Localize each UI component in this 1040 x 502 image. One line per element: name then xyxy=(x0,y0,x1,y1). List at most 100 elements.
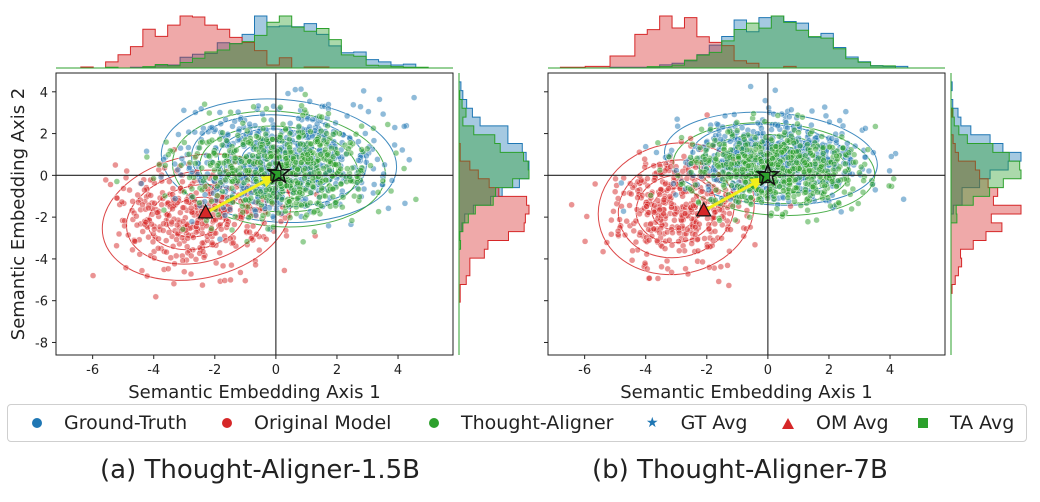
data-point xyxy=(177,162,185,169)
data-point xyxy=(180,107,188,114)
data-point xyxy=(758,138,766,146)
data-point xyxy=(796,152,804,159)
data-point xyxy=(726,210,733,217)
data-point xyxy=(641,155,648,163)
data-point xyxy=(747,201,755,208)
histogram-thought-aligner xyxy=(458,73,530,355)
data-point xyxy=(143,153,151,161)
data-point xyxy=(651,177,658,184)
data-point xyxy=(192,228,200,236)
data-point xyxy=(183,243,191,250)
data-point xyxy=(219,188,226,195)
data-point xyxy=(581,238,589,245)
data-point xyxy=(719,151,727,158)
data-point xyxy=(641,259,649,267)
data-point xyxy=(654,197,662,204)
data-point xyxy=(691,231,699,238)
data-point xyxy=(221,212,229,219)
data-point xyxy=(190,234,197,241)
data-point xyxy=(277,218,285,225)
data-point xyxy=(865,167,873,175)
data-point xyxy=(818,133,826,140)
data-point xyxy=(374,189,382,196)
data-point xyxy=(715,171,723,178)
legend-item-original-model: Original Model xyxy=(222,405,391,441)
x-tick-label: -6 xyxy=(578,363,591,378)
data-point xyxy=(226,206,234,213)
data-point xyxy=(158,201,165,208)
data-point xyxy=(260,147,267,154)
data-point xyxy=(229,178,236,185)
data-point xyxy=(189,193,196,201)
data-point xyxy=(160,156,167,163)
data-point xyxy=(232,154,239,162)
data-point xyxy=(833,152,840,160)
data-point xyxy=(257,159,264,166)
data-point xyxy=(365,108,372,115)
data-point xyxy=(808,107,816,115)
y-tick-label: 2 xyxy=(40,128,48,143)
data-point xyxy=(627,180,634,187)
data-point xyxy=(296,140,304,148)
data-point xyxy=(632,217,640,225)
data-point xyxy=(682,236,689,243)
data-point xyxy=(790,139,797,147)
data-point xyxy=(379,177,387,185)
data-point xyxy=(391,124,398,131)
data-point xyxy=(864,146,872,153)
plot-area xyxy=(56,73,453,355)
contour-line xyxy=(160,98,398,224)
data-point xyxy=(175,131,182,138)
data-point xyxy=(811,160,819,168)
data-point xyxy=(107,181,114,188)
data-point xyxy=(412,196,420,203)
histogram-thought-aligner xyxy=(950,73,1022,355)
data-point xyxy=(295,115,302,122)
data-point xyxy=(822,112,830,120)
data-point xyxy=(258,201,265,209)
data-point xyxy=(322,192,329,200)
data-point xyxy=(758,187,765,195)
data-point xyxy=(242,196,249,204)
legend-label: Thought-Aligner xyxy=(461,412,614,434)
data-point xyxy=(185,151,193,158)
data-point xyxy=(797,202,805,209)
data-point xyxy=(732,216,739,224)
data-point xyxy=(782,119,790,126)
data-point xyxy=(263,186,270,194)
x-tick-label: -2 xyxy=(700,363,713,378)
shift-arrow xyxy=(204,178,268,215)
data-point xyxy=(808,128,816,135)
data-point xyxy=(183,198,190,205)
data-point xyxy=(614,195,622,202)
data-point xyxy=(293,210,300,217)
data-point xyxy=(788,106,795,113)
data-point xyxy=(705,186,712,193)
data-point xyxy=(374,156,381,163)
data-point xyxy=(693,193,700,200)
data-point xyxy=(702,147,710,154)
y-tick-label: -6 xyxy=(35,295,48,310)
data-point xyxy=(299,238,307,246)
data-point xyxy=(307,128,314,135)
data-point xyxy=(292,171,300,178)
data-point xyxy=(329,193,337,200)
data-point xyxy=(162,162,169,169)
data-point xyxy=(834,177,842,185)
data-point xyxy=(806,167,813,174)
data-point xyxy=(282,208,289,215)
data-point xyxy=(703,111,711,119)
data-point xyxy=(185,128,192,136)
data-point xyxy=(836,117,843,124)
data-point xyxy=(762,97,769,104)
x-tick-label: 4 xyxy=(886,363,894,378)
data-point xyxy=(724,262,731,269)
data-point xyxy=(725,282,733,289)
data-point xyxy=(298,202,305,209)
data-point xyxy=(807,149,814,157)
triangle-icon xyxy=(782,417,794,429)
data-point xyxy=(727,226,734,233)
data-point xyxy=(733,171,741,178)
data-point xyxy=(793,184,800,192)
data-point xyxy=(234,132,241,139)
